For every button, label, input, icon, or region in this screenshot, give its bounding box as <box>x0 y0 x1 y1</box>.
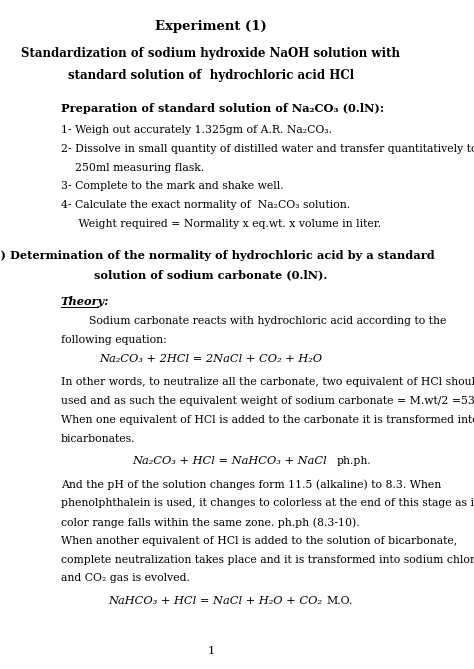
Text: phenolphthalein is used, it changes to colorless at the end of this stage as its: phenolphthalein is used, it changes to c… <box>61 498 474 508</box>
Text: Preparation of standard solution of Na₂CO₃ (0.lN):: Preparation of standard solution of Na₂C… <box>61 103 383 114</box>
Text: Weight required = Normality x eq.wt. x volume in liter.: Weight required = Normality x eq.wt. x v… <box>61 219 381 229</box>
Text: 3- Complete to the mark and shake well.: 3- Complete to the mark and shake well. <box>61 181 283 191</box>
Text: 4- Calculate the exact normality of  Na₂CO₃ solution.: 4- Calculate the exact normality of Na₂C… <box>61 200 350 210</box>
Text: (1) Determination of the normality of hydrochloric acid by a standard: (1) Determination of the normality of hy… <box>0 250 435 260</box>
Text: Theory:: Theory: <box>61 296 109 307</box>
Text: complete neutralization takes place and it is transformed into sodium chloride: complete neutralization takes place and … <box>61 555 474 565</box>
Text: 250ml measuring flask.: 250ml measuring flask. <box>61 163 204 173</box>
Text: Sodium carbonate reacts with hydrochloric acid according to the: Sodium carbonate reacts with hydrochlori… <box>61 316 446 326</box>
Text: 1- Weigh out accurately 1.325gm of A.R. Na₂CO₃.: 1- Weigh out accurately 1.325gm of A.R. … <box>61 125 332 135</box>
Text: M.O.: M.O. <box>327 596 353 606</box>
Text: Standardization of sodium hydroxide NaOH solution with: Standardization of sodium hydroxide NaOH… <box>21 47 401 60</box>
Text: standard solution of  hydrochloric acid HCl: standard solution of hydrochloric acid H… <box>68 69 354 82</box>
Text: Na₂CO₃ + 2HCl = 2NaCl + CO₂ + H₂O: Na₂CO₃ + 2HCl = 2NaCl + CO₂ + H₂O <box>99 354 322 364</box>
Text: 1: 1 <box>207 646 214 656</box>
Text: When one equivalent of HCl is added to the carbonate it is transformed into: When one equivalent of HCl is added to t… <box>61 415 474 425</box>
Text: bicarbonates.: bicarbonates. <box>61 434 135 444</box>
Text: solution of sodium carbonate (0.lN).: solution of sodium carbonate (0.lN). <box>94 270 328 280</box>
Text: ph.ph.: ph.ph. <box>337 456 372 466</box>
Text: 2- Dissolve in small quantity of distilled water and transfer quantitatively to: 2- Dissolve in small quantity of distill… <box>61 144 474 154</box>
Text: And the pH of the solution changes form 11.5 (alkaline) to 8.3. When: And the pH of the solution changes form … <box>61 480 441 490</box>
Text: and CO₂ gas is evolved.: and CO₂ gas is evolved. <box>61 573 190 583</box>
Text: When another equivalent of HCl is added to the solution of bicarbonate,: When another equivalent of HCl is added … <box>61 536 457 546</box>
Text: Experiment (1): Experiment (1) <box>155 20 267 33</box>
Text: In other words, to neutralize all the carbonate, two equivalent of HCl should be: In other words, to neutralize all the ca… <box>61 377 474 387</box>
Text: NaHCO₃ + HCl = NaCl + H₂O + CO₂: NaHCO₃ + HCl = NaCl + H₂O + CO₂ <box>109 596 322 606</box>
Text: following equation:: following equation: <box>61 335 166 345</box>
Text: used and as such the equivalent weight of sodium carbonate = M.wt/2 =53: used and as such the equivalent weight o… <box>61 396 474 406</box>
Text: color range falls within the same zone. ph.ph (8.3-10).: color range falls within the same zone. … <box>61 517 359 528</box>
Text: Na₂CO₃ + HCl = NaHCO₃ + NaCl: Na₂CO₃ + HCl = NaHCO₃ + NaCl <box>132 456 327 466</box>
